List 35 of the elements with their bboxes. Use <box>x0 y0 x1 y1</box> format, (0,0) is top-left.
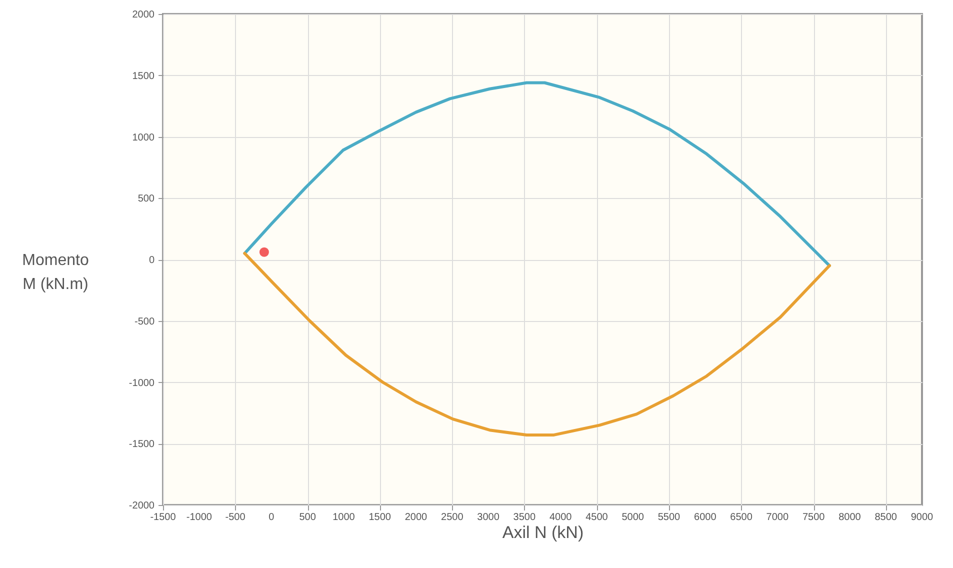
x-tick-label: -500 <box>225 512 246 523</box>
x-axis-title: Axil N (kN) <box>502 523 584 542</box>
y-tick-label: -1000 <box>128 378 155 389</box>
x-tick-label: 5000 <box>622 512 644 523</box>
y-axis-title: Momento M (kN.m) <box>22 252 89 293</box>
x-tick-label: 8000 <box>838 512 862 523</box>
y-tick-label: -500 <box>134 316 155 328</box>
x-tick-label: -1500 <box>150 512 176 523</box>
x-tick-label: 8500 <box>874 512 898 523</box>
x-tick-label: 4000 <box>549 512 572 523</box>
x-tick-label: 6000 <box>694 512 717 523</box>
y-tick-label: 2000 <box>132 10 155 20</box>
y-tick-label: 1000 <box>132 132 155 144</box>
x-tick-label: 1000 <box>332 512 356 523</box>
y-tick-label: 0 <box>148 255 155 266</box>
y-tick-label: -1500 <box>128 439 155 450</box>
line-series <box>243 252 831 437</box>
x-tick-label: 7500 <box>802 512 826 523</box>
x-tick-label: 3000 <box>477 512 500 523</box>
x-tick-label: 9000 <box>910 512 934 523</box>
y-tick-label: -2000 <box>128 500 155 512</box>
y-tick-label: 500 <box>138 194 155 205</box>
x-tick-label: 500 <box>299 512 316 523</box>
x-tick-label: 1500 <box>368 512 392 523</box>
y-tick-label: 1500 <box>132 70 155 82</box>
x-tick-label: 0 <box>268 512 275 523</box>
x-tick-label: 7000 <box>766 512 789 523</box>
x-tick-label: 5500 <box>658 512 681 523</box>
x-tick-label: 4500 <box>586 512 608 523</box>
x-tick-label: 3500 <box>513 512 536 523</box>
x-tick-label: 2500 <box>441 512 464 523</box>
line-series <box>243 81 831 268</box>
x-tick-label: 6500 <box>730 512 753 523</box>
x-tick-label: -1000 <box>186 512 212 523</box>
x-tick-label: 2000 <box>404 512 428 523</box>
